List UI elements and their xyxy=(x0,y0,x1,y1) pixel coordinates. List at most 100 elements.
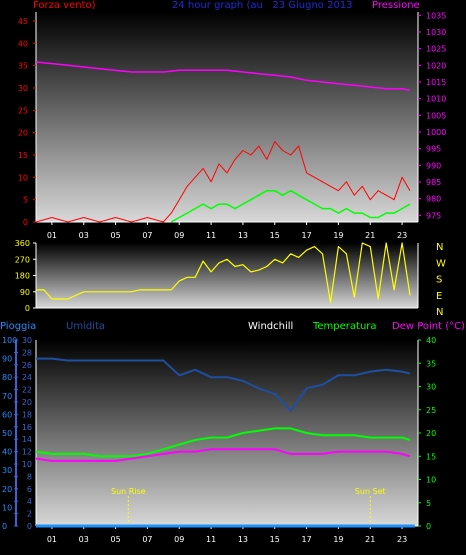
x-tick-label: 01 xyxy=(47,231,57,240)
temp-tick-label: 30 xyxy=(426,383,436,392)
temp-tick-label: 0 xyxy=(426,522,431,531)
x-tick-label: 23 xyxy=(397,231,407,240)
windchill-label: Windchill xyxy=(248,321,294,332)
pressure-tick-label: 1025 xyxy=(426,45,446,54)
pressure-tick-label: 1035 xyxy=(426,11,446,20)
humidity-tick-label: 14 xyxy=(22,435,32,444)
direction-tick-label: 180 xyxy=(15,272,30,281)
direction-tick-label: 360 xyxy=(15,239,30,248)
humidity-tick-label: 4 xyxy=(27,497,32,506)
temp-tick-label: 10 xyxy=(426,476,436,485)
wind-axis-label: Forza vento) xyxy=(33,0,96,11)
series-line-2 xyxy=(35,61,411,92)
compass-letter: S xyxy=(436,275,442,286)
direction-tick-label: 0 xyxy=(25,304,30,313)
direction-tick-label: 90 xyxy=(20,288,30,297)
sunset-label: Sun Set xyxy=(355,487,386,496)
plot-background xyxy=(36,12,418,222)
wind-tick-label: 25 xyxy=(18,106,28,115)
series-line-0 xyxy=(35,141,411,223)
compass-letter: E xyxy=(436,291,442,302)
rain-tick-label: 90 xyxy=(2,355,12,364)
pressure-tick-label: 1015 xyxy=(426,78,446,87)
temp-tick-label: 35 xyxy=(426,359,436,368)
wind-tick-label: 0 xyxy=(23,218,28,227)
pressure-tick-label: 1030 xyxy=(426,28,446,37)
rain-tick-label: 50 xyxy=(2,429,12,438)
x-tick-label: 05 xyxy=(110,535,120,544)
chart-title: 24 hour graph (au 23 Giugno 2013 xyxy=(172,0,353,11)
direction-tick-label: 270 xyxy=(15,255,30,264)
series-line-1 xyxy=(170,189,411,223)
humidity-tick-label: 12 xyxy=(22,448,32,457)
humidity-tick-label: 22 xyxy=(22,386,32,395)
x-tick-label: 09 xyxy=(174,231,184,240)
temp-tick-label: 25 xyxy=(426,406,436,415)
humidity-tick-label: 10 xyxy=(22,460,32,469)
x-tick-label: 17 xyxy=(301,535,311,544)
wind-tick-label: 30 xyxy=(18,84,28,93)
pressure-tick-label: 980 xyxy=(426,195,441,204)
series-line-0 xyxy=(36,357,411,412)
temperature-label: Temperatura xyxy=(313,321,377,332)
rain-axis-label: Pioggia xyxy=(0,321,37,332)
humidity-tick-label: 18 xyxy=(22,410,32,419)
humidity-tick-label: 2 xyxy=(27,510,32,519)
wind-tick-label: 35 xyxy=(18,62,28,71)
x-tick-label: 09 xyxy=(174,535,184,544)
x-tick-label: 13 xyxy=(238,231,248,240)
rain-tick-label: 100 xyxy=(2,336,17,345)
pressure-tick-label: 1000 xyxy=(426,128,446,137)
series-line-2 xyxy=(35,448,411,462)
x-tick-label: 11 xyxy=(206,535,216,544)
rain-tick-label: 10 xyxy=(2,503,12,512)
pressure-tick-label: 1020 xyxy=(426,61,446,70)
x-tick-label: 19 xyxy=(333,231,343,240)
wind-tick-label: 20 xyxy=(18,129,28,138)
wind-tick-label: 40 xyxy=(18,39,28,48)
humidity-tick-label: 6 xyxy=(27,485,32,494)
wind-tick-label: 45 xyxy=(18,17,28,26)
wind-tick-label: 10 xyxy=(18,173,28,182)
wind-tick-label: 5 xyxy=(23,196,28,205)
x-tick-label: 23 xyxy=(397,535,407,544)
pressure-tick-label: 995 xyxy=(426,145,441,154)
pressure-axis-label: Pressione xyxy=(372,0,420,11)
rain-tick-label: 60 xyxy=(2,410,12,419)
humidity-tick-label: 20 xyxy=(22,398,32,407)
rain-tick-label: 30 xyxy=(2,466,12,475)
rain-tick-label: 40 xyxy=(2,448,12,457)
rain-tick-label: 70 xyxy=(2,392,12,401)
x-tick-label: 07 xyxy=(142,231,152,240)
humidity-tick-label: 30 xyxy=(22,336,32,345)
dewpoint-label: Dew Point (°C) xyxy=(392,321,466,332)
humidity-tick-label: 8 xyxy=(27,472,32,481)
plot-background xyxy=(36,340,418,526)
x-tick-label: 01 xyxy=(47,535,57,544)
x-tick-label: 03 xyxy=(79,535,89,544)
x-tick-label: 05 xyxy=(110,231,120,240)
humidity-tick-label: 24 xyxy=(22,373,32,382)
temp-tick-label: 40 xyxy=(426,336,436,345)
x-tick-label: 15 xyxy=(270,231,280,240)
temp-tick-label: 15 xyxy=(426,452,436,461)
temperature-humidity-panel: 0102030405060708090100024681012141618202… xyxy=(2,336,436,544)
x-tick-label: 17 xyxy=(301,231,311,240)
pressure-tick-label: 990 xyxy=(426,161,441,170)
temp-tick-label: 5 xyxy=(426,499,431,508)
humidity-tick-label: 26 xyxy=(22,361,32,370)
humidity-tick-label: 0 xyxy=(27,522,32,531)
temp-tick-label: 20 xyxy=(426,429,436,438)
x-tick-label: 15 xyxy=(270,535,280,544)
rain-tick-label: 0 xyxy=(2,522,7,531)
humidity-axis-label: Umidita xyxy=(66,321,106,332)
compass-letter: N xyxy=(436,242,443,253)
compass-letter: W xyxy=(436,258,446,269)
pressure-tick-label: 975 xyxy=(426,211,441,220)
compass-letter: N xyxy=(436,307,443,318)
rain-tick-label: 80 xyxy=(2,373,12,382)
pressure-tick-label: 1010 xyxy=(426,95,446,104)
pressure-tick-label: 1005 xyxy=(426,111,446,120)
pressure-tick-label: 985 xyxy=(426,178,441,187)
